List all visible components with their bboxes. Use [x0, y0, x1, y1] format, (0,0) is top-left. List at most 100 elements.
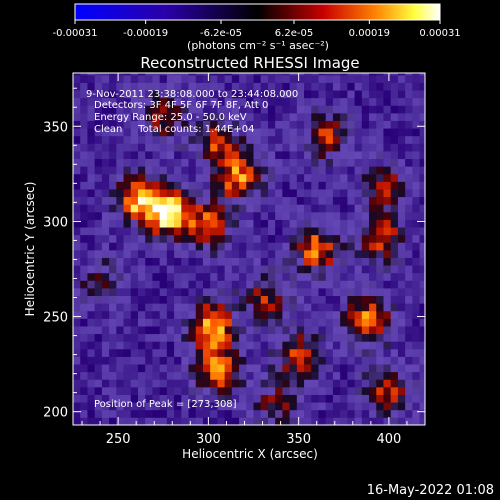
heatmap-cell [304, 211, 312, 220]
heatmap-cell [123, 288, 132, 297]
heatmap-cell [318, 196, 327, 205]
heatmap-cell [224, 196, 233, 205]
heatmap-cell [116, 280, 124, 289]
heatmap-cell [412, 143, 420, 152]
heatmap-cell [282, 394, 291, 403]
heatmap-cell [101, 303, 110, 312]
heatmap-cell [275, 105, 283, 114]
heatmap-cell [369, 379, 377, 388]
heatmap-cell [405, 120, 413, 129]
heatmap-cell [318, 242, 327, 251]
heatmap-cell [289, 166, 298, 175]
heatmap-cell [289, 348, 298, 357]
heatmap-cell [260, 288, 269, 297]
heatmap-cell [188, 318, 197, 327]
heatmap-cell [376, 219, 384, 228]
heatmap-cell [87, 204, 96, 213]
heatmap-cell [217, 356, 226, 365]
heatmap-cell [130, 189, 139, 198]
heatmap-cell [311, 356, 319, 365]
heatmap-cell [296, 310, 305, 319]
heatmap-cell [210, 348, 218, 357]
heatmap-cell [390, 249, 399, 258]
heatmap-cell [210, 181, 218, 190]
heatmap-cell [289, 364, 298, 373]
heatmap-cell [73, 166, 81, 175]
heatmap-cell [80, 272, 88, 281]
heatmap-cell [231, 318, 240, 327]
heatmap-cell [217, 120, 226, 129]
heatmap-cell [332, 333, 341, 342]
heatmap-cell [116, 333, 124, 342]
heatmap-cell [390, 318, 399, 327]
heatmap-cell [145, 394, 153, 403]
heatmap-cell [73, 211, 81, 220]
heatmap-cell [224, 318, 233, 327]
heatmap-cell [159, 402, 168, 411]
heatmap-cell [217, 105, 226, 114]
heatmap-cell [347, 356, 355, 365]
heatmap-cell [361, 158, 370, 167]
heatmap-cell [246, 310, 254, 319]
heatmap-cell [405, 189, 413, 198]
heatmap-cell [195, 257, 204, 266]
heatmap-cell [390, 295, 399, 304]
heatmap-cell [340, 166, 348, 175]
heatmap-cell [123, 386, 132, 395]
heatmap-cell [304, 181, 312, 190]
heatmap-cell [318, 181, 327, 190]
heatmap-cell [282, 74, 291, 83]
heatmap-cell [116, 143, 124, 152]
heatmap-cell [347, 204, 355, 213]
heatmap-cell [267, 326, 276, 335]
heatmap-cell [260, 97, 269, 106]
heatmap-cell [159, 417, 168, 425]
heatmap-cell [73, 73, 81, 76]
heatmap-cell [152, 90, 161, 99]
heatmap-cell [210, 158, 218, 167]
heatmap-cell [109, 318, 117, 327]
heatmap-cell [116, 288, 124, 297]
heatmap-cell [195, 288, 204, 297]
heatmap-cell [282, 82, 291, 91]
heatmap-cell [260, 143, 269, 152]
heatmap-cell [412, 97, 420, 106]
heatmap-cell [159, 280, 168, 289]
heatmap-cell [325, 242, 334, 251]
heatmap-cell [188, 74, 197, 83]
heatmap-cell [405, 341, 413, 350]
heatmap-cell [73, 265, 81, 274]
heatmap-cell [94, 318, 103, 327]
heatmap-cell [94, 234, 103, 243]
heatmap-cell [267, 73, 276, 76]
heatmap-cell [369, 73, 377, 76]
heatmap-cell [412, 288, 420, 297]
heatmap-cell [325, 73, 334, 76]
heatmap-cell [87, 211, 96, 220]
heatmap-cell [210, 318, 218, 327]
heatmap-cell [231, 265, 240, 274]
heatmap-cell [181, 318, 189, 327]
heatmap-cell [145, 341, 153, 350]
heatmap-cell [419, 257, 425, 266]
heatmap-cell [210, 120, 218, 129]
heatmap-cell [369, 97, 377, 106]
heatmap-cell [361, 196, 370, 205]
heatmap-cell [361, 326, 370, 335]
heatmap-cell [202, 257, 211, 266]
heatmap-cell [137, 97, 146, 106]
heatmap-cell [188, 379, 197, 388]
heatmap-cell [130, 265, 139, 274]
heatmap-cell [246, 158, 254, 167]
heatmap-cell [217, 204, 226, 213]
heatmap-cell [166, 112, 175, 121]
heatmap-cell [289, 82, 298, 91]
heatmap-cell [354, 120, 363, 129]
heatmap-cell [275, 348, 283, 357]
heatmap-cell [318, 227, 327, 236]
heatmap-cell [101, 227, 110, 236]
heatmap-cell [152, 303, 161, 312]
heatmap-cell [390, 364, 399, 373]
heatmap-cell [166, 348, 175, 357]
heatmap-cell [260, 128, 269, 137]
